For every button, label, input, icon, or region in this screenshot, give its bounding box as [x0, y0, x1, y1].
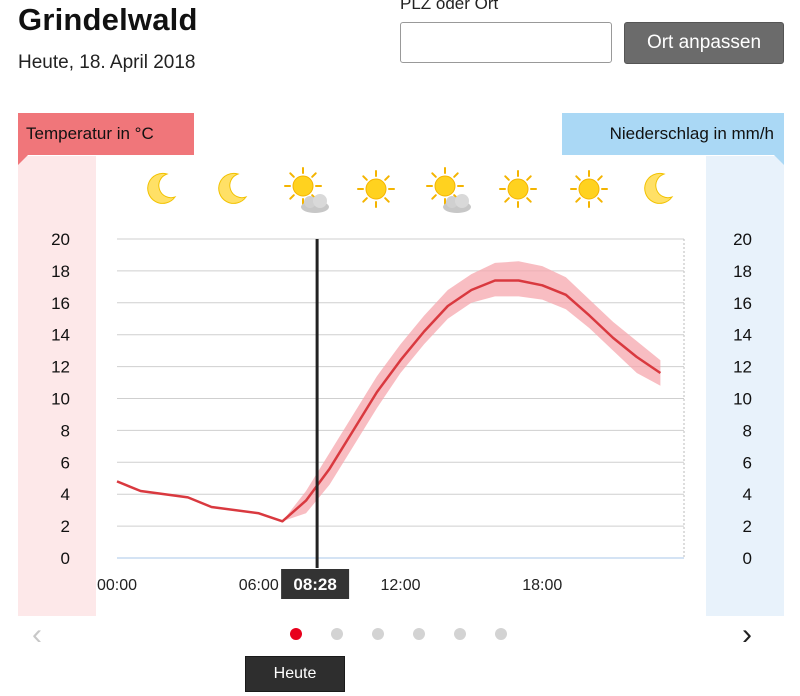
current-time-label: 08:28 — [281, 569, 350, 599]
precipitation-axis-background — [706, 156, 784, 616]
weather-icons-row — [147, 167, 674, 213]
sun-cloud-icon — [426, 167, 471, 213]
current-date: Heute, 18. April 2018 — [18, 52, 196, 73]
chart-gridlines — [117, 238, 685, 559]
x-tick: 06:00 — [239, 577, 279, 594]
sun-icon — [357, 170, 395, 208]
day-pager — [290, 628, 507, 640]
y-tick-left: 18 — [51, 262, 70, 281]
pager-dot[interactable] — [454, 628, 466, 640]
svg-text:08:28: 08:28 — [293, 575, 336, 594]
temperature-line — [116, 279, 662, 523]
today-tooltip: Heute — [245, 656, 345, 692]
y-tick-left: 12 — [51, 358, 70, 377]
next-day-button[interactable]: › — [742, 618, 752, 651]
pager-dot[interactable] — [290, 628, 302, 640]
moon-icon — [644, 172, 674, 204]
pager-dot[interactable] — [331, 628, 343, 640]
moon-icon — [147, 172, 177, 204]
previous-day-button[interactable]: ‹ — [32, 618, 42, 651]
sun-cloud-icon — [284, 167, 329, 213]
x-tick: 00:00 — [97, 577, 137, 594]
y-tick-left: 20 — [51, 230, 70, 249]
pager-dot[interactable] — [495, 628, 507, 640]
y-tick-right: 8 — [743, 421, 752, 440]
y-tick-left: 16 — [51, 294, 70, 313]
y-tick-left: 14 — [51, 326, 70, 345]
location-title: Grindelwald — [18, 2, 198, 37]
moon-icon — [218, 172, 248, 204]
change-location-button[interactable]: Ort anpassen — [624, 22, 784, 64]
y-tick-right: 0 — [743, 549, 752, 568]
sun-icon — [570, 170, 608, 208]
x-axis-ticks: 00:00 06:00 12:00 18:00 — [97, 577, 562, 594]
y-tick-right: 18 — [733, 262, 752, 281]
temperature-uncertainty-band — [282, 261, 661, 522]
y-tick-left: 4 — [61, 485, 70, 504]
pager-dot[interactable] — [372, 628, 384, 640]
y-tick-left: 0 — [61, 549, 70, 568]
y-tick-left: 2 — [61, 517, 70, 536]
temperature-axis-background — [18, 156, 96, 616]
y-tick-right: 10 — [733, 390, 752, 409]
y-tick-right: 14 — [733, 326, 752, 345]
y-tick-right: 4 — [743, 485, 752, 504]
x-tick: 12:00 — [380, 577, 420, 594]
y-tick-left: 8 — [61, 421, 70, 440]
temperature-legend: Temperatur in °C — [18, 113, 194, 165]
y-tick-right: 2 — [743, 517, 752, 536]
location-search-input[interactable] — [400, 22, 612, 63]
y-tick-right: 12 — [733, 358, 752, 377]
y-tick-right: 20 — [733, 230, 752, 249]
x-tick: 18:00 — [522, 577, 562, 594]
y-tick-right: 16 — [733, 294, 752, 313]
location-search-label: PLZ oder Ort — [400, 0, 499, 13]
precipitation-legend: Niederschlag in mm/h — [562, 113, 784, 165]
y-tick-left: 10 — [51, 390, 70, 409]
y-tick-right: 6 — [743, 453, 752, 472]
sun-icon — [499, 170, 537, 208]
y-tick-left: 6 — [61, 453, 70, 472]
pager-dot[interactable] — [413, 628, 425, 640]
